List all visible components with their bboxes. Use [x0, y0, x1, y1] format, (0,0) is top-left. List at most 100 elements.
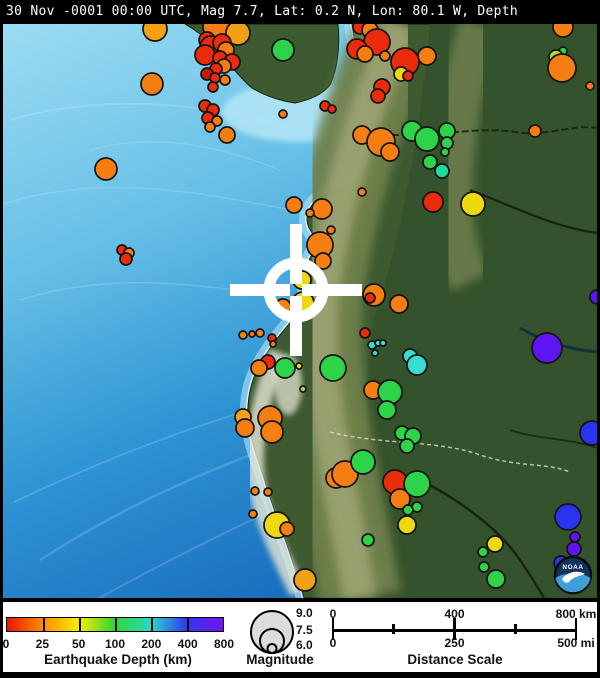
- distance-scale-label: 400: [444, 607, 465, 621]
- earthquake-marker: [478, 561, 490, 573]
- earthquake-marker: [389, 488, 411, 510]
- depth-tick-label: 800: [213, 637, 235, 651]
- earthquake-marker: [219, 74, 231, 86]
- earthquake-marker: [250, 486, 260, 496]
- magnitude-legend-circles: [250, 610, 294, 654]
- earthquake-marker: [285, 196, 303, 214]
- earthquake-marker: [528, 124, 542, 138]
- depth-legend-title: Earthquake Depth (km): [44, 652, 192, 667]
- earthquake-marker: [207, 81, 219, 93]
- earthquake-marker: [94, 157, 118, 181]
- earthquake-marker: [142, 24, 168, 42]
- magnitude-value-label: 6.0: [296, 638, 313, 652]
- earthquake-marker: [274, 357, 296, 379]
- noaa-logo-text: NOAA: [562, 564, 583, 571]
- earthquake-marker: [305, 208, 315, 218]
- earthquake-marker: [278, 109, 288, 119]
- distance-scale-label: 0: [329, 607, 337, 621]
- earthquake-marker: [370, 88, 386, 104]
- distance-scale-tick: [574, 618, 578, 640]
- noaa-logo: NOAA: [553, 555, 593, 595]
- earthquake-marker: [402, 70, 414, 82]
- earthquake-marker: [403, 470, 431, 498]
- earthquake-marker: [327, 104, 337, 114]
- distance-scale-tick: [513, 624, 517, 634]
- earthquake-marker: [356, 45, 374, 63]
- earthquake-marker: [279, 521, 295, 537]
- depth-tick-label: 200: [141, 637, 162, 651]
- coastal-desert: [245, 348, 307, 596]
- rivers: [419, 188, 597, 598]
- earthquake-marker: [119, 252, 133, 266]
- earthquake-marker: [218, 126, 236, 144]
- earthquake-marker: [359, 327, 371, 339]
- depth-tick-label: 50: [71, 637, 86, 651]
- earthquake-marker: [380, 142, 400, 162]
- earthquake-marker: [414, 126, 440, 152]
- earthquake-marker: [255, 328, 265, 338]
- earthquake-marker: [440, 147, 450, 157]
- earthquake-marker: [422, 191, 444, 213]
- legend-panel: 0 25 50 100 200 400 800 Earthquake Depth (km) …: [3, 602, 597, 672]
- depth-tick-label: 0: [2, 637, 10, 651]
- noaa-bird-icon: [562, 571, 585, 583]
- earthquake-marker: [402, 504, 414, 516]
- earthquake-marker: [397, 515, 417, 535]
- earthquake-marker: [238, 330, 248, 340]
- earthquake-marker: [589, 289, 597, 305]
- earthquake-marker: [361, 533, 375, 547]
- earthquake-marker: [377, 400, 397, 420]
- earthquake-marker: [486, 535, 504, 553]
- earthquake-marker: [260, 420, 284, 444]
- earthquake-marker: [364, 292, 376, 304]
- depth-tick-label: 100: [104, 637, 126, 651]
- magnitude-circle: [266, 643, 278, 654]
- andes-east-range: [430, 24, 501, 292]
- depth-colorbar-tick: [150, 618, 153, 631]
- earthquake-marker: [486, 569, 506, 589]
- earthquake-marker: [357, 187, 367, 197]
- amazon-lowland: [362, 24, 597, 598]
- earthquake-marker: [477, 546, 489, 558]
- earthquake-marker: [569, 531, 581, 543]
- earthquake-marker: [311, 198, 333, 220]
- earthquake-marker: [377, 379, 403, 405]
- earthquake-marker: [194, 44, 216, 66]
- distance-scale-label: 800 km: [555, 607, 597, 621]
- earthquake-marker: [204, 121, 216, 133]
- distance-scale-label: 0: [329, 636, 337, 650]
- earthquake-marker: [350, 449, 376, 475]
- magnitude-value-label: 9.0: [296, 606, 313, 620]
- earthquake-marker: [547, 53, 577, 83]
- earthquake-marker: [422, 154, 438, 170]
- depth-colorbar-tick: [187, 618, 189, 631]
- earthquake-marker: [295, 362, 303, 370]
- earthquake-marker: [299, 385, 307, 393]
- distance-scale-tick: [392, 624, 396, 634]
- distance-scale-label: 250: [444, 636, 465, 650]
- distance-scale-tick: [331, 618, 335, 640]
- distance-legend-title: Distance Scale: [407, 652, 503, 667]
- earthquake-marker: [326, 225, 336, 235]
- depth-tick-label: 400: [177, 637, 198, 651]
- earthquake-marker: [314, 252, 332, 270]
- earthquake-marker: [554, 503, 582, 531]
- earthquake-marker: [225, 24, 251, 46]
- earthquake-marker: [263, 487, 273, 497]
- distance-scale-tick: [453, 618, 456, 640]
- earthquake-marker: [434, 163, 450, 179]
- depth-colorbar: [6, 617, 224, 632]
- magnitude-legend-title: Magnitude: [246, 652, 314, 667]
- epicenter-crosshair: [230, 224, 362, 356]
- earthquake-marker: [585, 81, 595, 91]
- magnitude-value-label: 7.5: [296, 623, 313, 637]
- depth-tick-label: 25: [35, 637, 50, 651]
- earthquake-marker: [248, 509, 258, 519]
- earthquake-marker: [579, 420, 597, 446]
- border-south: [329, 431, 571, 473]
- distance-scale-label: 500 mi: [557, 636, 595, 650]
- earthquake-marker: [566, 541, 582, 557]
- earthquake-marker: [417, 46, 437, 66]
- earthquake-marker: [379, 50, 391, 62]
